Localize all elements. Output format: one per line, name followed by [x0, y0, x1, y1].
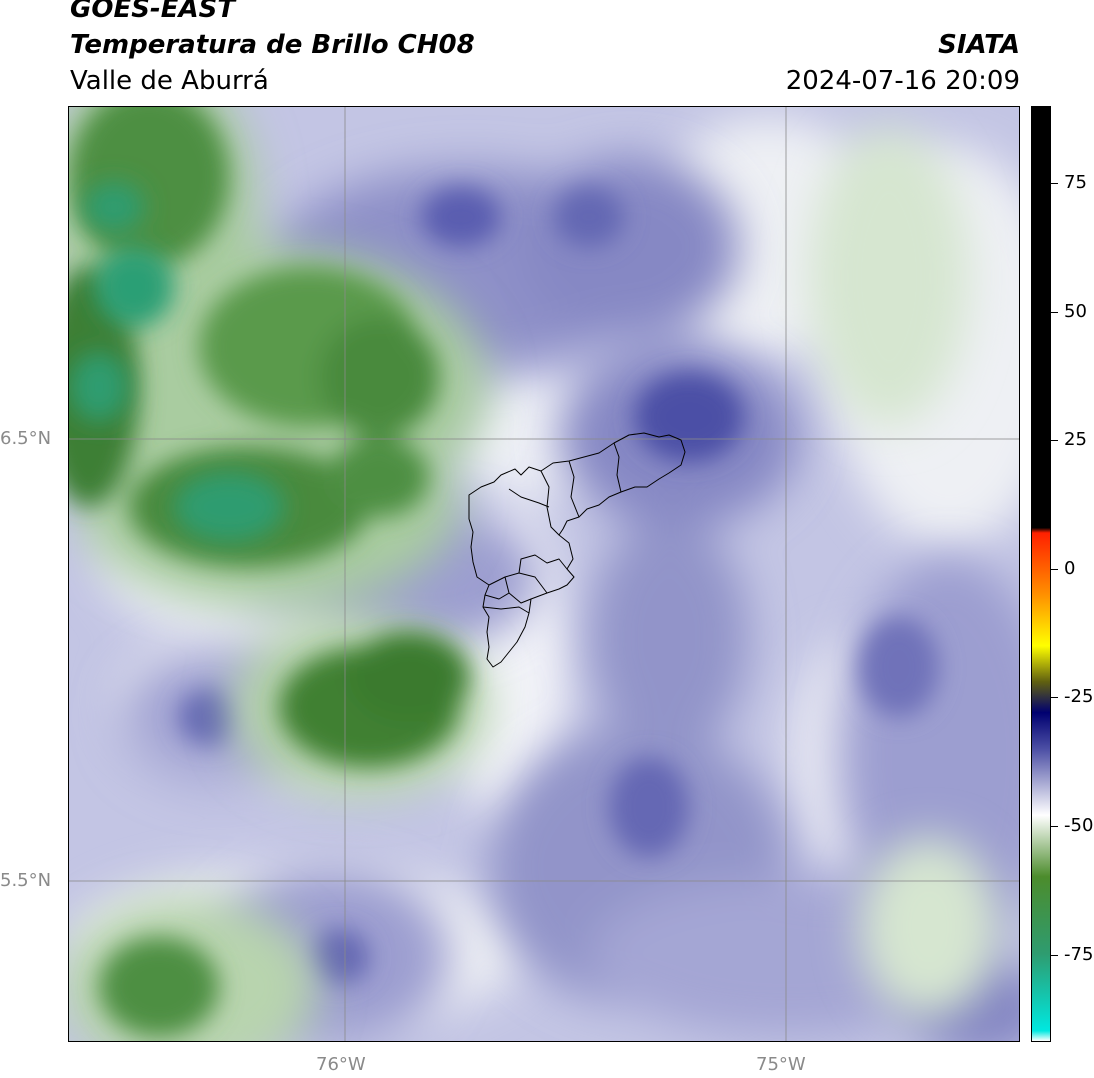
boundary-segment-2 [568, 460, 580, 518]
valle-outline [468, 432, 686, 668]
agency-label: SIATA [938, 30, 1020, 60]
colorbar-tick-label: 75 [1064, 172, 1087, 194]
lat-label-5-5N: 5.5°N [0, 870, 52, 891]
datetime-label: 2024-07-16 20:09 [785, 66, 1020, 96]
colorbar-tick [1051, 440, 1058, 442]
colorbar-tick-label: 25 [1064, 429, 1087, 451]
lat-label-6-5N: 6.5°N [0, 428, 52, 449]
product-title: Temperatura de Brillo CH08 [70, 30, 475, 60]
colorbar-tick [1051, 568, 1058, 570]
colorbar-tick-label: 50 [1064, 300, 1087, 322]
region-subtitle: Valle de Aburrá [70, 66, 269, 96]
brightness-temperature-map [69, 107, 1019, 1041]
boundary-segment-8 [482, 606, 530, 614]
boundary-segment-7 [484, 592, 510, 600]
boundary-segment-4 [508, 488, 550, 508]
colorbar-tick [1051, 183, 1058, 185]
warmest-teal-cores [69, 182, 284, 542]
colorbar-tick-label: -25 [1064, 686, 1094, 708]
colorbar [1031, 106, 1051, 1042]
colorbar-tick-label: 0 [1064, 557, 1076, 579]
lon-label-75W: 75°W [756, 1054, 806, 1075]
colorbar-tick [1051, 826, 1058, 827]
boundary-segment-1 [540, 470, 560, 536]
satellite-title: GOES-EAST [70, 0, 236, 24]
colorbar-tick-label: -75 [1064, 943, 1094, 965]
colorbar-tick [1051, 311, 1058, 313]
graticule [69, 107, 1019, 1041]
boundary-segment-3 [613, 442, 622, 493]
colorbar-tick [1051, 697, 1058, 699]
municipal-boundaries [468, 432, 686, 668]
boundary-segment-9 [518, 554, 568, 574]
colorbar-tick [1051, 954, 1058, 956]
colorbar-tick-label: -50 [1064, 815, 1094, 836]
boundary-segment-6 [504, 576, 532, 604]
lon-label-76W: 76°W [316, 1054, 366, 1075]
map-panel [68, 106, 1020, 1042]
